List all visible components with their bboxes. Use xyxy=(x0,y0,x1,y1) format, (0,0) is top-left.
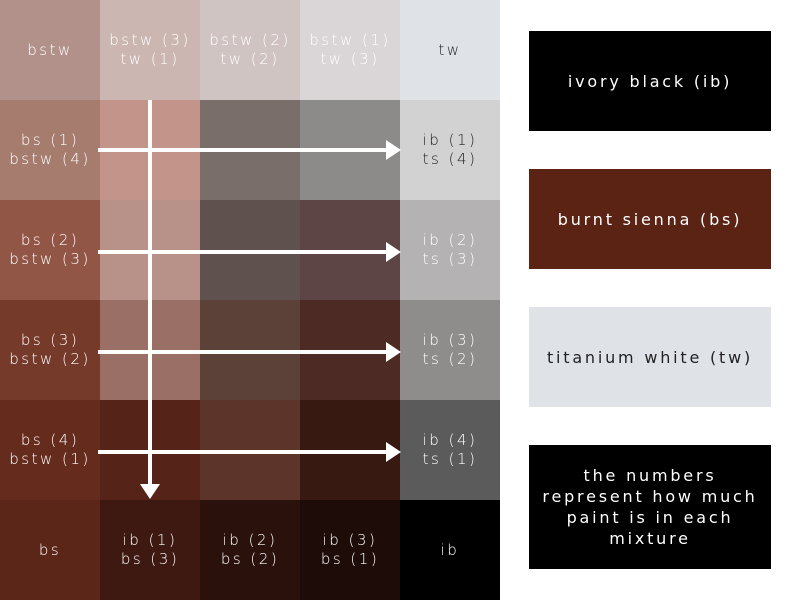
swatch-r3-c2 xyxy=(200,300,300,400)
swatch-r2-c4: ib (2) ts (3) xyxy=(400,200,500,300)
swatch-label: ib (2) bs (2) xyxy=(220,531,280,568)
swatch-r5-c0: bs xyxy=(0,500,100,600)
swatch-r4-c2 xyxy=(200,400,300,500)
legend-note: the numbers represent how much paint is … xyxy=(529,445,771,569)
swatch-label: ib (1) bs (3) xyxy=(120,531,180,568)
swatch-r0-c3: bstw (1) tw (3) xyxy=(300,0,400,100)
swatch-r3-c4: ib (3) ts (2) xyxy=(400,300,500,400)
color-mixing-grid: bstw bstw (3) tw (1) bstw (2) tw (2) bstw (… xyxy=(0,0,500,600)
swatch-r0-c2: bstw (2) tw (2) xyxy=(200,0,300,100)
swatch-r2-c0: bs (2) bstw (3) xyxy=(0,200,100,300)
legend-burnt-sienna-label: burnt sienna (bs) xyxy=(557,209,743,229)
swatch-r3-c0: bs (3) bstw (2) xyxy=(0,300,100,400)
swatch-label: bstw (2) tw (2) xyxy=(209,31,291,68)
swatch-r0-c1: bstw (3) tw (1) xyxy=(100,0,200,100)
legend-burnt-sienna: burnt sienna (bs) xyxy=(529,169,771,269)
swatch-label: bs (3) bstw (2) xyxy=(9,331,91,368)
swatch-r5-c4: ib xyxy=(400,500,500,600)
swatch-r5-c2: ib (2) bs (2) xyxy=(200,500,300,600)
swatch-label: bstw (3) tw (1) xyxy=(109,31,191,68)
swatch-r1-c1 xyxy=(100,100,200,200)
swatch-label: ib xyxy=(440,540,460,559)
swatch-r2-c1 xyxy=(100,200,200,300)
swatch-r1-c0: bs (1) bstw (4) xyxy=(0,100,100,200)
swatch-r0-c4: tw xyxy=(400,0,500,100)
swatch-r5-c3: ib (3) bs (1) xyxy=(300,500,400,600)
swatch-label: ib (4) ts (1) xyxy=(422,431,478,468)
swatch-label: ib (2) ts (3) xyxy=(422,231,478,268)
legend-ivory-black: ivory black (ib) xyxy=(529,31,771,131)
swatch-r4-c1 xyxy=(100,400,200,500)
swatch-r4-c0: bs (4) bstw (1) xyxy=(0,400,100,500)
swatch-label: bs xyxy=(38,540,62,559)
legend-titanium-white: titanium white (tw) xyxy=(529,307,771,407)
swatch-label: bs (2) bstw (3) xyxy=(9,231,91,268)
swatch-r0-c0: bstw xyxy=(0,0,100,100)
swatch-label: bstw xyxy=(27,40,73,59)
swatch-r4-c3 xyxy=(300,400,400,500)
swatch-label: ib (3) ts (2) xyxy=(422,331,478,368)
swatch-r1-c4: ib (1) ts (4) xyxy=(400,100,500,200)
swatch-r1-c2 xyxy=(200,100,300,200)
swatch-label: bs (4) bstw (1) xyxy=(9,431,91,468)
swatch-r2-c2 xyxy=(200,200,300,300)
legend-ivory-black-label: ivory black (ib) xyxy=(567,71,733,91)
legend-note-text: the numbers represent how much paint is … xyxy=(542,466,758,548)
legend-titanium-white-label: titanium white (tw) xyxy=(546,347,754,367)
swatch-label: bs (1) bstw (4) xyxy=(9,131,91,168)
swatch-label: ib (3) bs (1) xyxy=(320,531,380,568)
swatch-r4-c4: ib (4) ts (1) xyxy=(400,400,500,500)
swatch-label: ib (1) ts (4) xyxy=(422,131,478,168)
swatch-label: tw xyxy=(438,40,462,59)
swatch-r3-c1 xyxy=(100,300,200,400)
swatch-r5-c1: ib (1) bs (3) xyxy=(100,500,200,600)
swatch-label: bstw (1) tw (3) xyxy=(309,31,391,68)
swatch-r1-c3 xyxy=(300,100,400,200)
swatch-r3-c3 xyxy=(300,300,400,400)
swatch-r2-c3 xyxy=(300,200,400,300)
